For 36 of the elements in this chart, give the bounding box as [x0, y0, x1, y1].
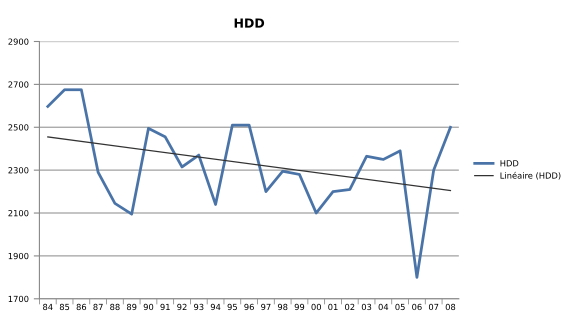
x-tick-label: 94: [210, 304, 220, 310]
x-tick-label: 99: [294, 304, 304, 310]
x-tick-label: 02: [345, 304, 354, 310]
y-tick-label: 2300: [8, 167, 28, 174]
x-tick-label: 04: [378, 304, 388, 310]
x-tick-label: 05: [395, 304, 405, 310]
y-tick-label: 2900: [8, 38, 28, 45]
x-tick-label: 91: [160, 304, 170, 310]
x-tick-label: 88: [110, 304, 120, 310]
y-tick-label: 1700: [8, 296, 28, 302]
y-tick-label: 1900: [8, 252, 28, 260]
y-tick-label: 2700: [8, 81, 28, 88]
y-tick-label: 2500: [8, 124, 28, 131]
x-tick-label: 90: [144, 304, 154, 310]
x-tick-label: 01: [328, 304, 338, 310]
x-tick-label: 89: [126, 304, 136, 310]
x-tick-label: 85: [60, 304, 70, 310]
x-tick-label: 00: [311, 304, 321, 310]
legend-label: Linéaire (HDD): [500, 172, 560, 180]
x-tick-label: 07: [428, 304, 438, 310]
x-tick-label: 93: [194, 304, 204, 310]
legend-label: HDD: [500, 160, 518, 166]
chart-title: HDD: [234, 18, 264, 28]
x-tick-label: 84: [43, 304, 53, 310]
x-tick-label: 95: [228, 304, 237, 310]
y-tick-label: 2100: [8, 210, 28, 216]
x-tick-label: 97: [261, 304, 270, 310]
x-tick-label: 08: [446, 304, 456, 310]
x-tick-label: 92: [177, 304, 186, 310]
x-tick-label: 86: [76, 304, 86, 310]
x-tick-label: 03: [362, 304, 372, 310]
line-series: [46, 88, 452, 279]
x-tick-label: 87: [93, 304, 103, 310]
x-tick-label: 06: [412, 304, 422, 310]
x-tick-label: 98: [278, 304, 288, 310]
x-tick-label: 96: [244, 304, 254, 310]
